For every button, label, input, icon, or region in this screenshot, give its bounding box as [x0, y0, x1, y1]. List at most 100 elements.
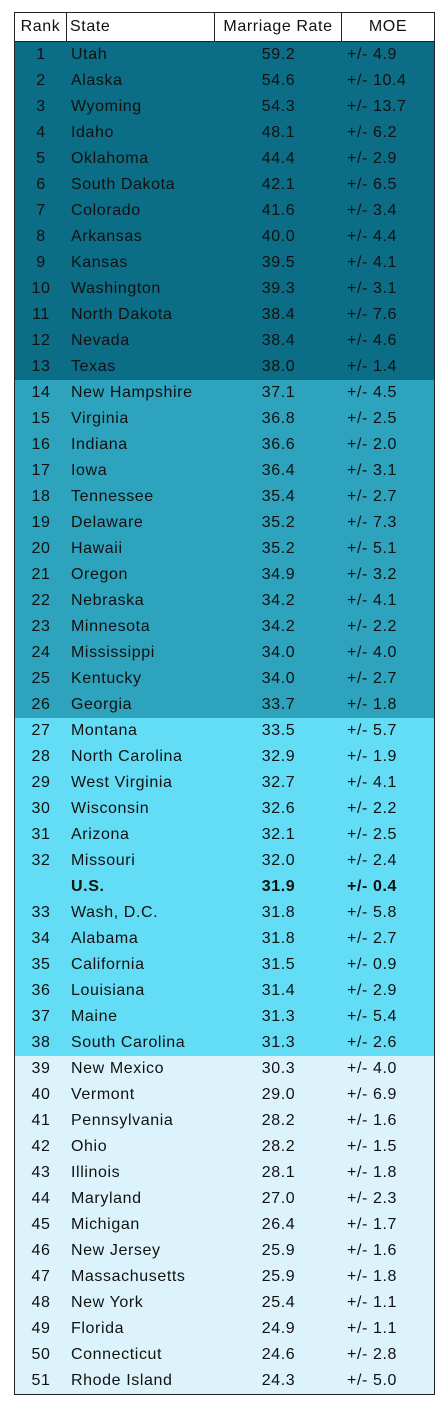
moe-cell: +/- 2.7	[347, 930, 398, 947]
rank-cell: 19	[31, 514, 51, 531]
table-row: 32 Missouri 32.0 +/- 2.4	[15, 848, 434, 874]
moe-cell: +/- 2.4	[347, 852, 398, 869]
rank-cell: 28	[31, 748, 51, 765]
moe-cell: +/- 1.5	[347, 1138, 398, 1155]
table-row: 51 Rhode Island 24.3 +/- 5.0	[15, 1368, 434, 1394]
rate-cell: 25.9	[261, 1268, 296, 1285]
state-cell: Pennsylvania	[71, 1112, 174, 1129]
rank-cell: 16	[31, 436, 51, 453]
rank-cell: 3	[36, 98, 46, 115]
state-cell: Ohio	[71, 1138, 108, 1155]
table-row: 46 New Jersey 25.9 +/- 1.6	[15, 1238, 434, 1264]
state-cell: Connecticut	[71, 1346, 163, 1363]
moe-cell: +/- 1.8	[347, 696, 398, 713]
table-row: 18 Tennessee 35.4 +/- 2.7	[15, 484, 434, 510]
rate-cell: 32.0	[261, 852, 296, 869]
state-cell: Massachusetts	[71, 1268, 186, 1285]
rate-cell: 35.2	[261, 540, 296, 557]
moe-cell: +/- 4.4	[347, 228, 398, 245]
rate-cell: 41.6	[261, 202, 296, 219]
state-cell: Washington	[71, 280, 161, 297]
moe-cell: +/- 5.4	[347, 1008, 398, 1025]
rate-cell: 27.0	[261, 1190, 296, 1207]
moe-cell: +/- 6.5	[347, 176, 398, 193]
table-row: 26 Georgia 33.7 +/- 1.8	[15, 692, 434, 718]
moe-cell: +/- 2.5	[347, 410, 398, 427]
moe-cell: +/- 7.6	[347, 306, 398, 323]
table: Rank State Marriage Rate MOE 1 Utah 59.2 +/…	[14, 12, 435, 1395]
state-cell: Indiana	[71, 436, 128, 453]
state-cell: Mississippi	[71, 644, 155, 661]
moe-cell: +/- 0.9	[347, 956, 398, 973]
state-cell: Rhode Island	[71, 1372, 173, 1389]
rank-cell: 4	[36, 124, 46, 141]
table-row: 20 Hawaii 35.2 +/- 5.1	[15, 536, 434, 562]
rate-cell: 28.2	[261, 1112, 296, 1129]
moe-cell: +/- 2.3	[347, 1190, 398, 1207]
table-row: 50 Connecticut 24.6 +/- 2.8	[15, 1342, 434, 1368]
moe-cell: +/- 6.9	[347, 1086, 398, 1103]
table-row: 16 Indiana 36.6 +/- 2.0	[15, 432, 434, 458]
rate-cell: 34.0	[261, 670, 296, 687]
rank-cell: 5	[36, 150, 46, 167]
rank-cell: 37	[31, 1008, 51, 1025]
moe-cell: +/- 5.8	[347, 904, 398, 921]
state-cell: Minnesota	[71, 618, 151, 635]
state-cell: Montana	[71, 722, 138, 739]
state-cell: North Dakota	[71, 306, 173, 323]
rate-cell: 31.9	[261, 878, 296, 895]
rank-cell: 31	[31, 826, 51, 843]
state-cell: Alabama	[71, 930, 139, 947]
rate-cell: 33.5	[261, 722, 296, 739]
moe-cell: +/- 4.0	[347, 644, 398, 661]
table-row: 30 Wisconsin 32.6 +/- 2.2	[15, 796, 434, 822]
table-row: 10 Washington 39.3 +/- 3.1	[15, 276, 434, 302]
rate-cell: 29.0	[261, 1086, 296, 1103]
table-row: 31 Arizona 32.1 +/- 2.5	[15, 822, 434, 848]
state-cell: Vermont	[71, 1086, 135, 1103]
moe-cell: +/- 2.7	[347, 488, 398, 505]
table-row: 25 Kentucky 34.0 +/- 2.7	[15, 666, 434, 692]
table-row: 11 North Dakota 38.4 +/- 7.6	[15, 302, 434, 328]
moe-cell: +/- 1.9	[347, 748, 398, 765]
rank-cell: 14	[31, 384, 51, 401]
rank-cell: 21	[31, 566, 51, 583]
state-cell: Louisiana	[71, 982, 145, 999]
rate-cell: 35.4	[261, 488, 296, 505]
rank-cell: 18	[31, 488, 51, 505]
header-cell: MOE	[368, 18, 408, 35]
rank-cell: 9	[36, 254, 46, 271]
rate-cell: 36.6	[261, 436, 296, 453]
state-cell: Tennessee	[71, 488, 154, 505]
rank-cell: 29	[31, 774, 51, 791]
table-row: 36 Louisiana 31.4 +/- 2.9	[15, 978, 434, 1004]
rank-cell: 47	[31, 1268, 51, 1285]
table-row: 39 New Mexico 30.3 +/- 4.0	[15, 1056, 434, 1082]
table-row: 28 North Carolina 32.9 +/- 1.9	[15, 744, 434, 770]
table-row: 4 Idaho 48.1 +/- 6.2	[15, 120, 434, 146]
rank-cell: 11	[32, 306, 50, 323]
rate-cell: 36.4	[261, 462, 296, 479]
rate-cell: 30.3	[261, 1060, 296, 1077]
rank-cell: 33	[31, 904, 51, 921]
moe-cell: +/- 4.1	[347, 254, 398, 271]
table-row: 42 Ohio 28.2 +/- 1.5	[15, 1134, 434, 1160]
table-row: 45 Michigan 26.4 +/- 1.7	[15, 1212, 434, 1238]
rank-cell: 13	[31, 358, 51, 375]
moe-cell: +/- 1.6	[347, 1112, 398, 1129]
rate-cell: 59.2	[261, 46, 296, 63]
header-cell: Marriage Rate	[215, 13, 342, 41]
moe-cell: +/- 3.2	[347, 566, 398, 583]
table-row: 29 West Virginia 32.7 +/- 4.1	[15, 770, 434, 796]
rate-cell: 34.2	[261, 618, 296, 635]
state-cell: Wyoming	[71, 98, 142, 115]
rate-cell: 25.4	[261, 1294, 296, 1311]
moe-cell: +/- 1.6	[347, 1242, 398, 1259]
table-row: 44 Maryland 27.0 +/- 2.3	[15, 1186, 434, 1212]
rate-cell: 24.3	[261, 1372, 296, 1389]
table-row: 41 Pennsylvania 28.2 +/- 1.6	[15, 1108, 434, 1134]
rate-cell: 24.6	[261, 1346, 296, 1363]
moe-cell: +/- 2.6	[347, 1034, 398, 1051]
state-cell: Wash, D.C.	[71, 904, 159, 921]
rate-cell: 31.8	[261, 904, 296, 921]
